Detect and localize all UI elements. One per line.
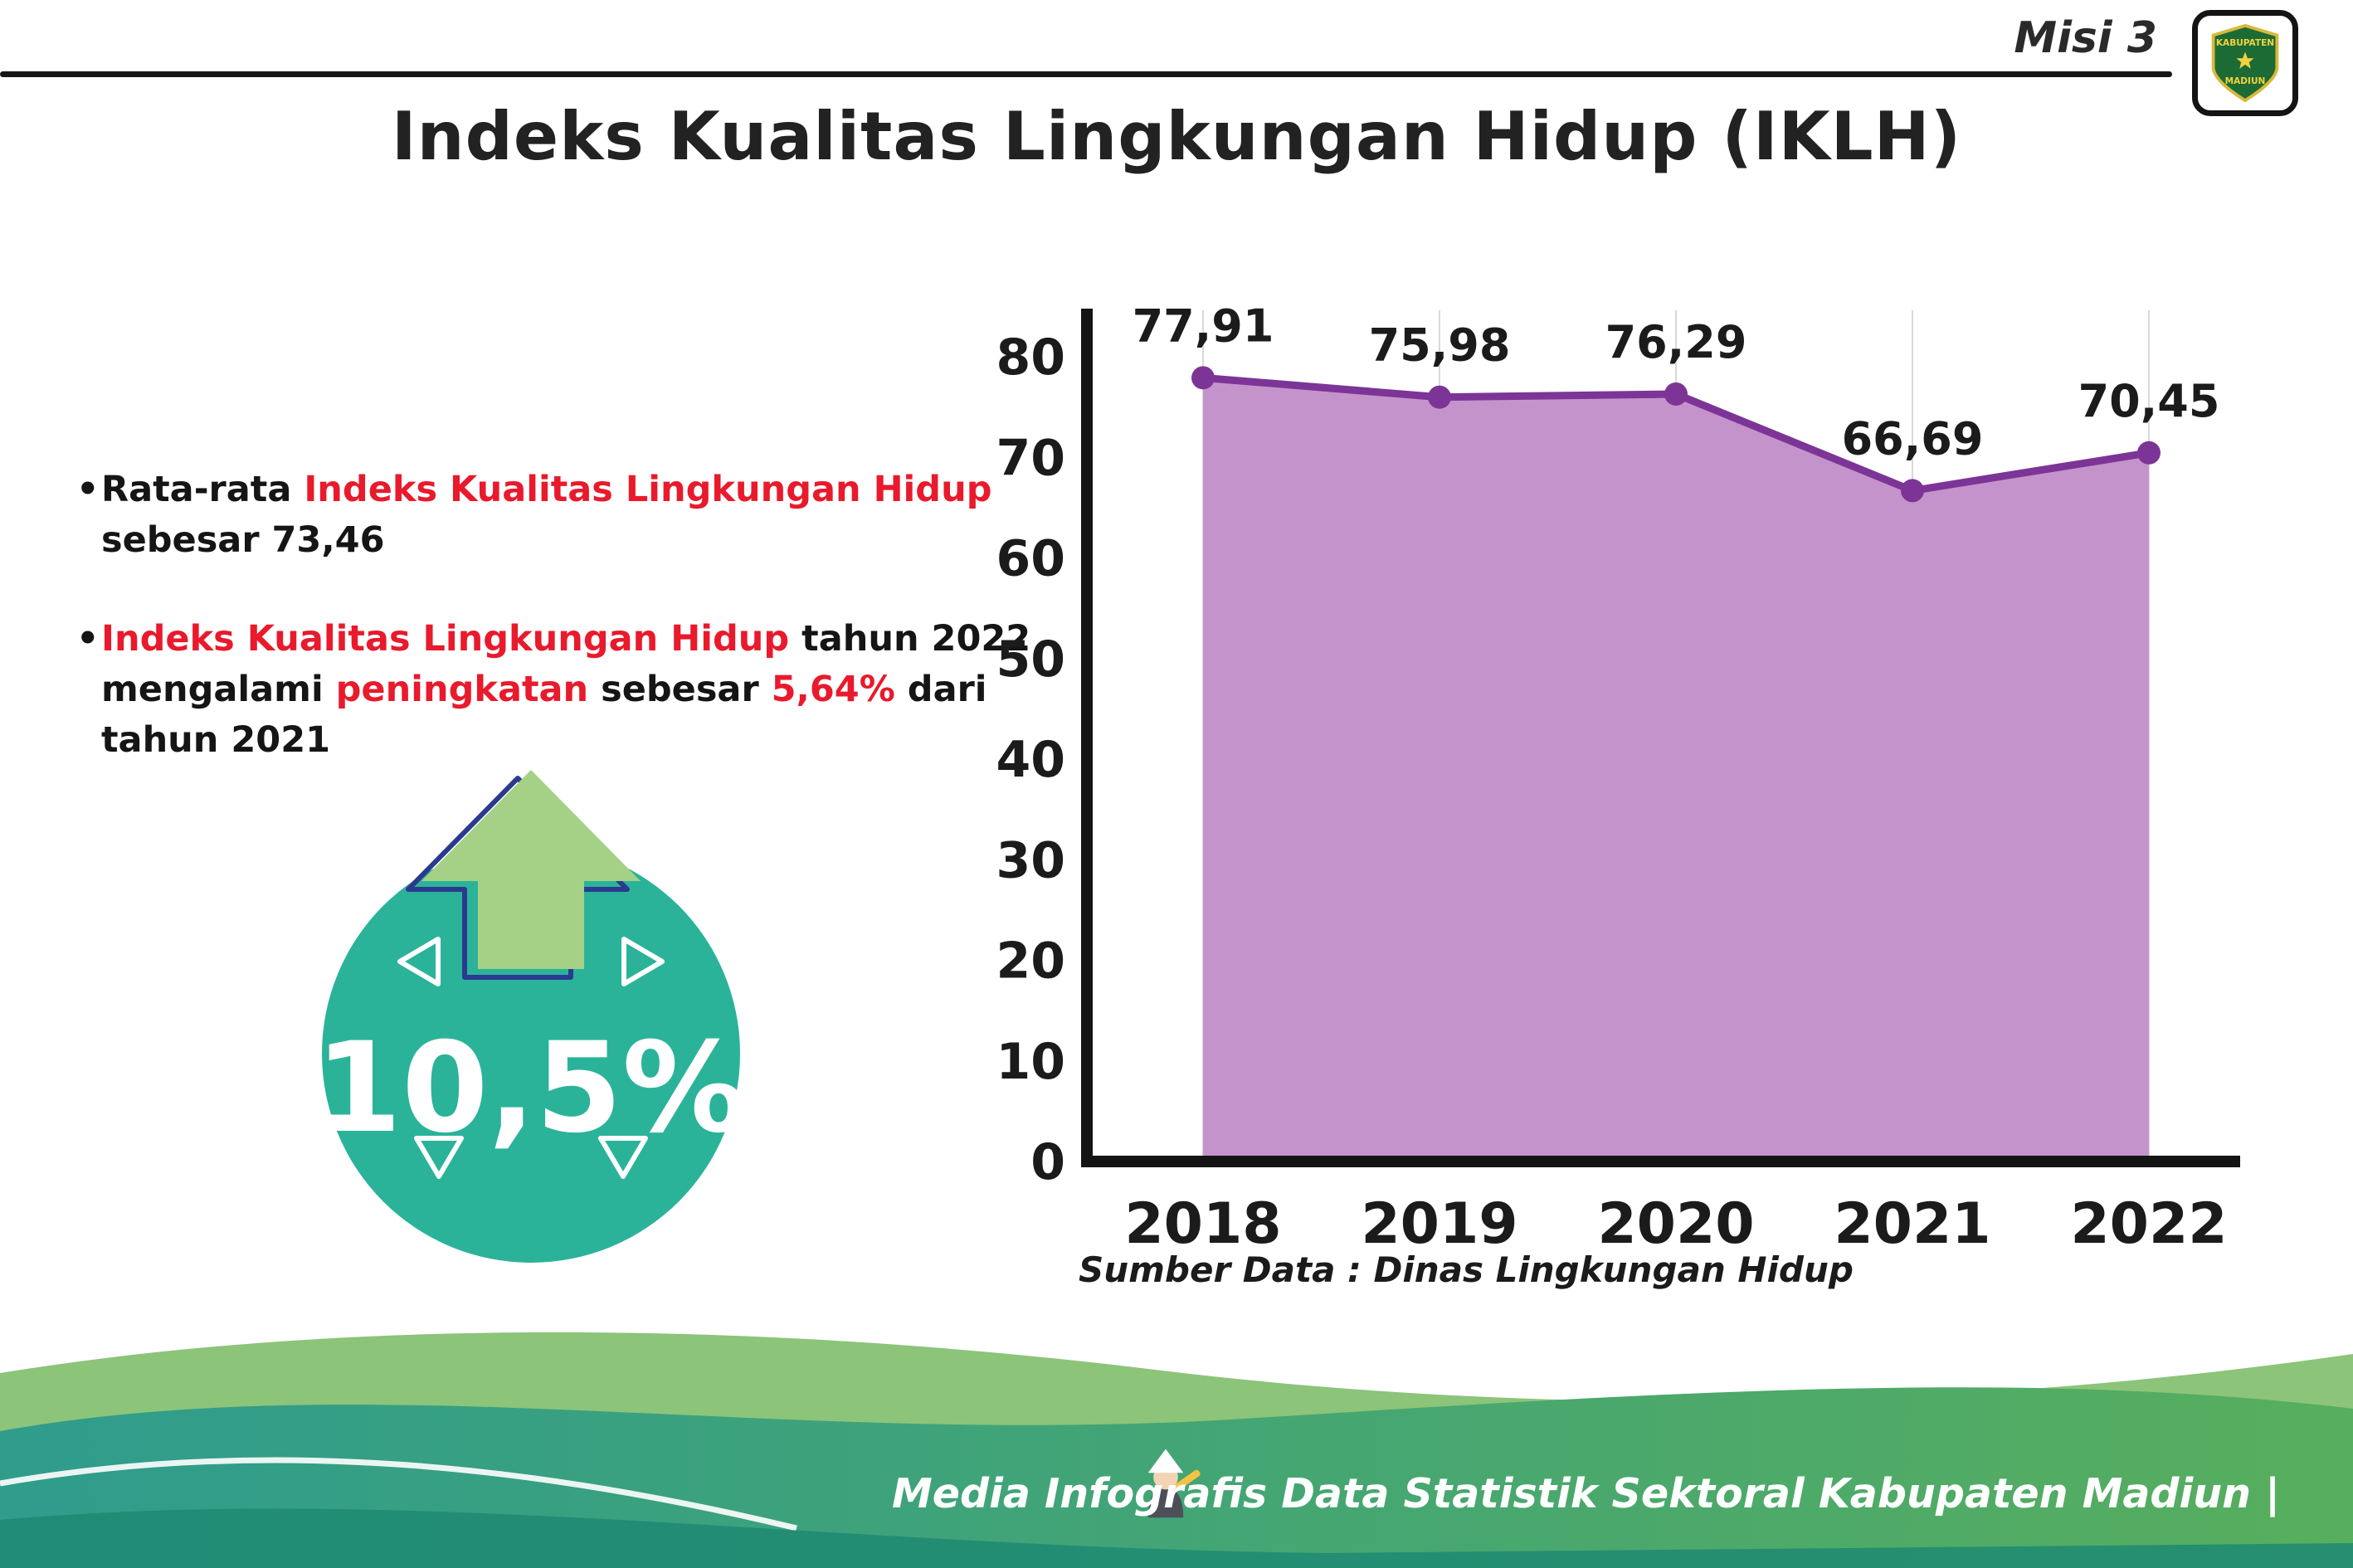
svg-text:77,91: 77,91 xyxy=(1133,299,1274,352)
decor-triangle-bottom-left xyxy=(414,1136,464,1179)
wave-front xyxy=(0,1508,2353,1568)
text-segment: Rata-rata xyxy=(101,469,304,510)
mission-label: Misi 3 xyxy=(2014,13,2157,63)
footer-credit: Media Infografis Data Statistik Sektoral… xyxy=(892,1470,2280,1517)
svg-text:40: 40 xyxy=(996,731,1066,789)
mascot-hat xyxy=(1147,1449,1184,1473)
decor-triangle-bottom-right xyxy=(598,1136,648,1179)
decor-triangle-left xyxy=(397,937,441,986)
bullet-increase-2022: Indeks Kualitas Lingkungan Hidup tahun 2… xyxy=(76,614,1030,766)
kabupaten-madiun-logo: KABUPATEN MADIUN xyxy=(2192,10,2298,116)
page-title: Indeks Kualitas Lingkungan Hidup (IKLH) xyxy=(391,98,1962,175)
svg-text:2018: 2018 xyxy=(1124,1191,1281,1257)
data-source: Sumber Data : Dinas Lingkungan Hidup xyxy=(1079,1249,1854,1290)
svg-text:2020: 2020 xyxy=(1597,1191,1754,1257)
increase-badge: 10,5% xyxy=(315,770,747,1263)
text-segment: tahun 2021 xyxy=(101,719,331,762)
text-segment-highlight: Indeks Kualitas Lingkungan Hidup xyxy=(304,469,992,510)
header-rule xyxy=(0,71,2172,77)
crest-top-text: KABUPATEN xyxy=(2216,38,2274,48)
text-segment: dari xyxy=(894,669,987,711)
text-segment-highlight: 5,64% xyxy=(771,669,895,711)
bullet-average-iklh: Rata-rata Indeks Kualitas Lingkungan Hid… xyxy=(76,465,1030,566)
mascot-icon xyxy=(1147,1449,1201,1518)
svg-text:2019: 2019 xyxy=(1361,1191,1518,1257)
text-segment: sebesar 73,46 xyxy=(101,519,385,562)
decor-triangle-right xyxy=(621,937,665,986)
svg-text:70: 70 xyxy=(996,429,1066,487)
svg-text:20: 20 xyxy=(996,933,1066,991)
svg-text:10: 10 xyxy=(996,1033,1066,1091)
svg-text:80: 80 xyxy=(996,329,1066,387)
wave-white-line xyxy=(0,1457,797,1531)
svg-text:50: 50 xyxy=(996,631,1066,689)
svg-text:2022: 2022 xyxy=(2070,1191,2227,1257)
svg-text:30: 30 xyxy=(996,831,1066,889)
svg-text:66,69: 66,69 xyxy=(1842,412,1984,465)
svg-text:70,45: 70,45 xyxy=(2078,375,2220,427)
text-segment: mengalami xyxy=(101,669,336,711)
text-segment: sebesar xyxy=(588,669,772,711)
svg-text:60: 60 xyxy=(996,530,1066,588)
up-arrow-outline xyxy=(406,776,630,980)
text-segment-highlight: Indeks Kualitas Lingkungan Hidup xyxy=(101,618,790,660)
crest-bottom-text: MADIUN xyxy=(2225,76,2266,86)
crest-star xyxy=(2236,51,2254,69)
chart-canvas: 77,91 75,98 76,29 66,69 70,45 0 10 20 30 40 50 60 70… xyxy=(996,299,2240,1257)
mascot-pencil xyxy=(1173,1469,1201,1491)
svg-text:2021: 2021 xyxy=(1834,1191,1990,1257)
mascot-body xyxy=(1147,1486,1184,1518)
crest-icon: KABUPATEN MADIUN xyxy=(2211,23,2279,103)
svg-text:75,98: 75,98 xyxy=(1369,319,1511,372)
text-segment: tahun 2022 xyxy=(789,618,1031,660)
footer-waves xyxy=(0,1332,2353,1568)
text-segment-highlight: peningkatan xyxy=(335,669,589,711)
iklh-area-chart: 77,91 75,98 76,29 66,69 70,45 0 10 20 30 40 50 60 70… xyxy=(979,299,2307,1261)
key-points: Rata-rata Indeks Kualitas Lingkungan Hid… xyxy=(76,465,1030,814)
svg-text:0: 0 xyxy=(1030,1133,1065,1191)
up-arrow-icon xyxy=(421,770,641,969)
svg-text:76,29: 76,29 xyxy=(1605,316,1747,368)
badge-value: 10,5% xyxy=(315,1016,747,1161)
